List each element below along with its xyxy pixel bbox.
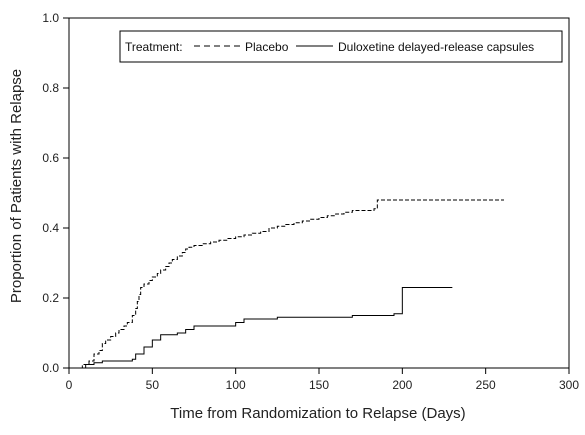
x-tick-label: 150 — [309, 378, 329, 392]
x-tick-label: 0 — [66, 378, 73, 392]
legend-box — [119, 30, 563, 63]
y-tick-label: 0.8 — [42, 81, 59, 95]
legend: Treatment: Placebo Duloxetine delayed-re… — [119, 30, 563, 63]
x-tick-label: 200 — [392, 378, 412, 392]
y-axis: 0.0 0.2 0.4 0.6 0.8 1.0 — [42, 11, 69, 375]
x-tick-label: 50 — [146, 378, 160, 392]
y-tick-label: 0.2 — [42, 291, 59, 305]
legend-label-placebo: Placebo — [245, 40, 289, 54]
y-tick-label: 1.0 — [42, 11, 59, 25]
series-line-duloxetine — [69, 287, 453, 369]
plot-frame — [68, 17, 570, 369]
series-line-placebo — [69, 199, 504, 369]
plot-border — [68, 17, 570, 369]
x-axis: 0 50 100 150 200 250 300 — [66, 368, 579, 392]
x-tick-label: 100 — [226, 378, 246, 392]
series-layer — [69, 199, 504, 369]
x-axis-title: Time from Randomization to Relapse (Days… — [170, 405, 465, 422]
legend-label-duloxetine: Duloxetine delayed-release capsules — [338, 40, 534, 54]
x-tick-label: 300 — [559, 378, 579, 392]
legend-prefix: Treatment: — [125, 40, 183, 54]
y-axis-title: Proportion of Patients with Relapse — [8, 69, 25, 303]
y-tick-label: 0.4 — [42, 221, 59, 235]
y-tick-label: 0.0 — [42, 361, 59, 375]
x-tick-label: 250 — [476, 378, 496, 392]
y-tick-label: 0.6 — [42, 151, 59, 165]
